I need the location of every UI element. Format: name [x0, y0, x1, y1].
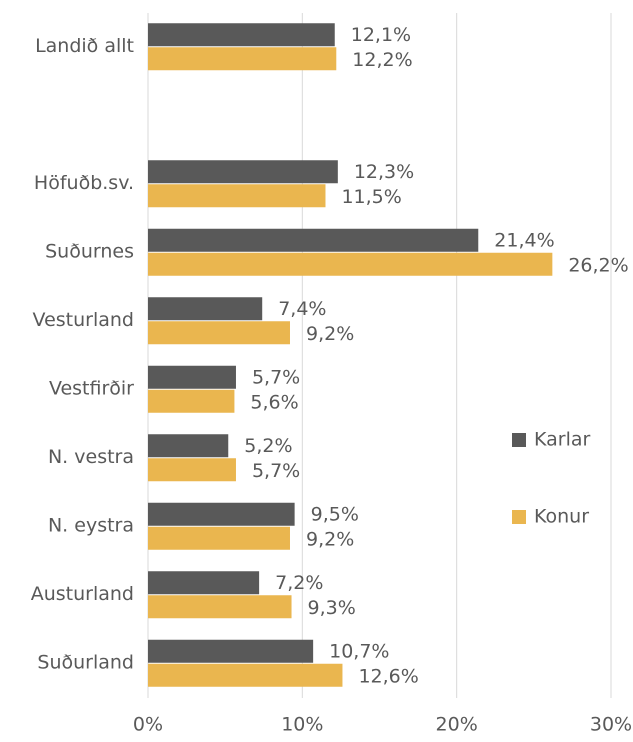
value-label: 5,7%	[252, 460, 300, 482]
y-tick-label: Landið allt	[35, 35, 134, 57]
bar	[148, 434, 229, 458]
x-tick-label: 20%	[436, 714, 478, 736]
bar	[148, 502, 295, 526]
bar	[148, 663, 343, 687]
value-label: 12,6%	[358, 665, 418, 687]
value-label: 12,1%	[351, 24, 411, 46]
bar	[148, 458, 236, 482]
bar	[148, 526, 290, 550]
value-label: 7,2%	[275, 572, 323, 594]
value-label: 26,2%	[568, 254, 628, 276]
value-label: 21,4%	[494, 229, 554, 251]
bar	[148, 639, 314, 663]
legend-label: Karlar	[534, 429, 591, 451]
legend-swatch	[512, 433, 526, 447]
bar	[148, 160, 338, 184]
value-label: 9,3%	[308, 597, 356, 619]
y-tick-label: Vestfirðir	[49, 377, 134, 399]
value-label: 11,5%	[341, 186, 401, 208]
bar	[148, 297, 263, 321]
bar	[148, 321, 290, 345]
value-label: 5,2%	[244, 435, 292, 457]
y-tick-label: Höfuðb.sv.	[34, 172, 134, 194]
value-label: 9,2%	[306, 323, 354, 345]
y-tick-label: Suðurland	[37, 651, 134, 673]
value-label: 12,3%	[354, 161, 414, 183]
bar	[148, 571, 260, 595]
value-label: 5,7%	[252, 366, 300, 388]
x-tick-label: 10%	[281, 714, 323, 736]
value-label: 10,7%	[329, 640, 389, 662]
value-label: 7,4%	[278, 298, 326, 320]
value-label: 9,2%	[306, 528, 354, 550]
y-tick-label: Austurland	[31, 583, 134, 605]
bar	[148, 184, 326, 208]
y-tick-label: Vesturland	[33, 309, 134, 331]
x-tick-label: 0%	[133, 714, 163, 736]
y-tick-label: N. eystra	[48, 514, 134, 536]
bar	[148, 389, 235, 413]
y-tick-label: N. vestra	[48, 446, 134, 468]
bar	[148, 365, 236, 389]
bar	[148, 47, 337, 71]
bar	[148, 595, 292, 619]
y-tick-label: Suðurnes	[45, 240, 134, 262]
bar	[148, 252, 553, 276]
bar	[148, 228, 479, 252]
bar	[148, 23, 335, 47]
x-tick-label: 30%	[590, 714, 632, 736]
value-label: 12,2%	[352, 49, 412, 71]
value-label: 9,5%	[311, 503, 359, 525]
legend-label: Konur	[534, 506, 589, 528]
value-label: 5,6%	[250, 391, 298, 413]
legend-swatch	[512, 510, 526, 524]
